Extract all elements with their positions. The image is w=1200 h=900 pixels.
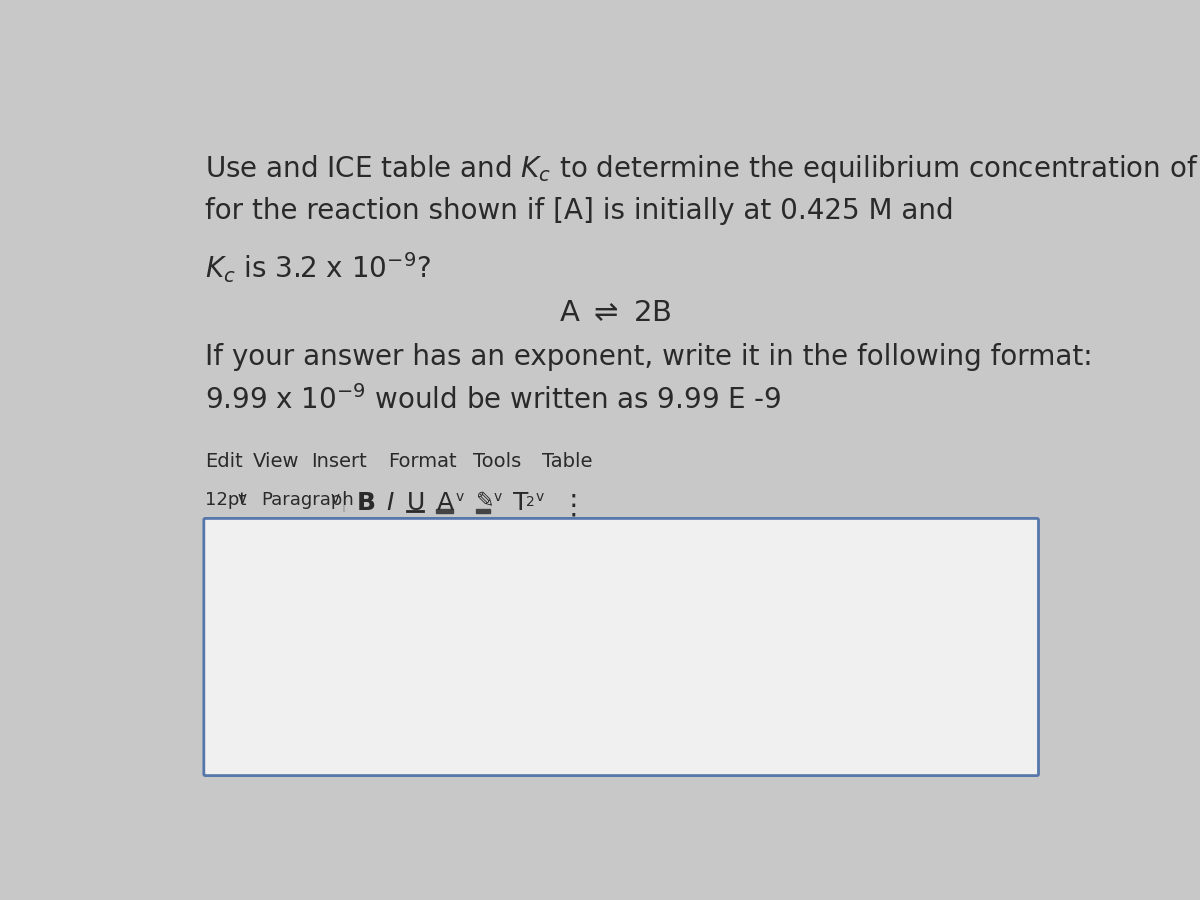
Text: Edit: Edit [205, 452, 244, 472]
Text: T: T [514, 491, 529, 516]
Text: 12pt: 12pt [205, 491, 247, 509]
FancyBboxPatch shape [204, 518, 1038, 776]
Text: Table: Table [542, 452, 593, 472]
Text: ⋮: ⋮ [559, 491, 587, 519]
Text: If your answer has an exponent, write it in the following format:: If your answer has an exponent, write it… [205, 343, 1093, 371]
Text: Insert: Insert [311, 452, 367, 472]
Text: v: v [493, 490, 502, 504]
Text: A: A [437, 491, 454, 516]
Text: B: B [358, 491, 376, 516]
Text: U: U [407, 491, 425, 516]
Text: Use and ICE table and $K_c$ to determine the equilibrium concentration of B: Use and ICE table and $K_c$ to determine… [205, 153, 1200, 184]
Text: 2: 2 [527, 495, 535, 509]
Text: ✎: ✎ [476, 491, 496, 511]
Text: Format: Format [388, 452, 456, 472]
Text: for the reaction shown if [A] is initially at 0.425 M and: for the reaction shown if [A] is initial… [205, 196, 954, 224]
Text: View: View [253, 452, 300, 472]
Text: Paragraph: Paragraph [260, 491, 354, 509]
Text: v: v [330, 491, 340, 507]
Bar [437, 509, 454, 513]
Bar [476, 509, 491, 513]
Text: v: v [535, 490, 544, 504]
Text: 9.99 x $10^{-9}$ would be written as 9.99 E -9: 9.99 x $10^{-9}$ would be written as 9.9… [205, 385, 782, 415]
Text: I: I [386, 491, 394, 516]
Text: $K_c$ is 3.2 x $10^{-9}$?: $K_c$ is 3.2 x $10^{-9}$? [205, 250, 431, 285]
Text: A $\rightleftharpoons$ 2B: A $\rightleftharpoons$ 2B [559, 299, 671, 327]
Text: v: v [456, 490, 464, 504]
Text: v: v [238, 491, 247, 507]
Text: Tools: Tools [473, 452, 521, 472]
